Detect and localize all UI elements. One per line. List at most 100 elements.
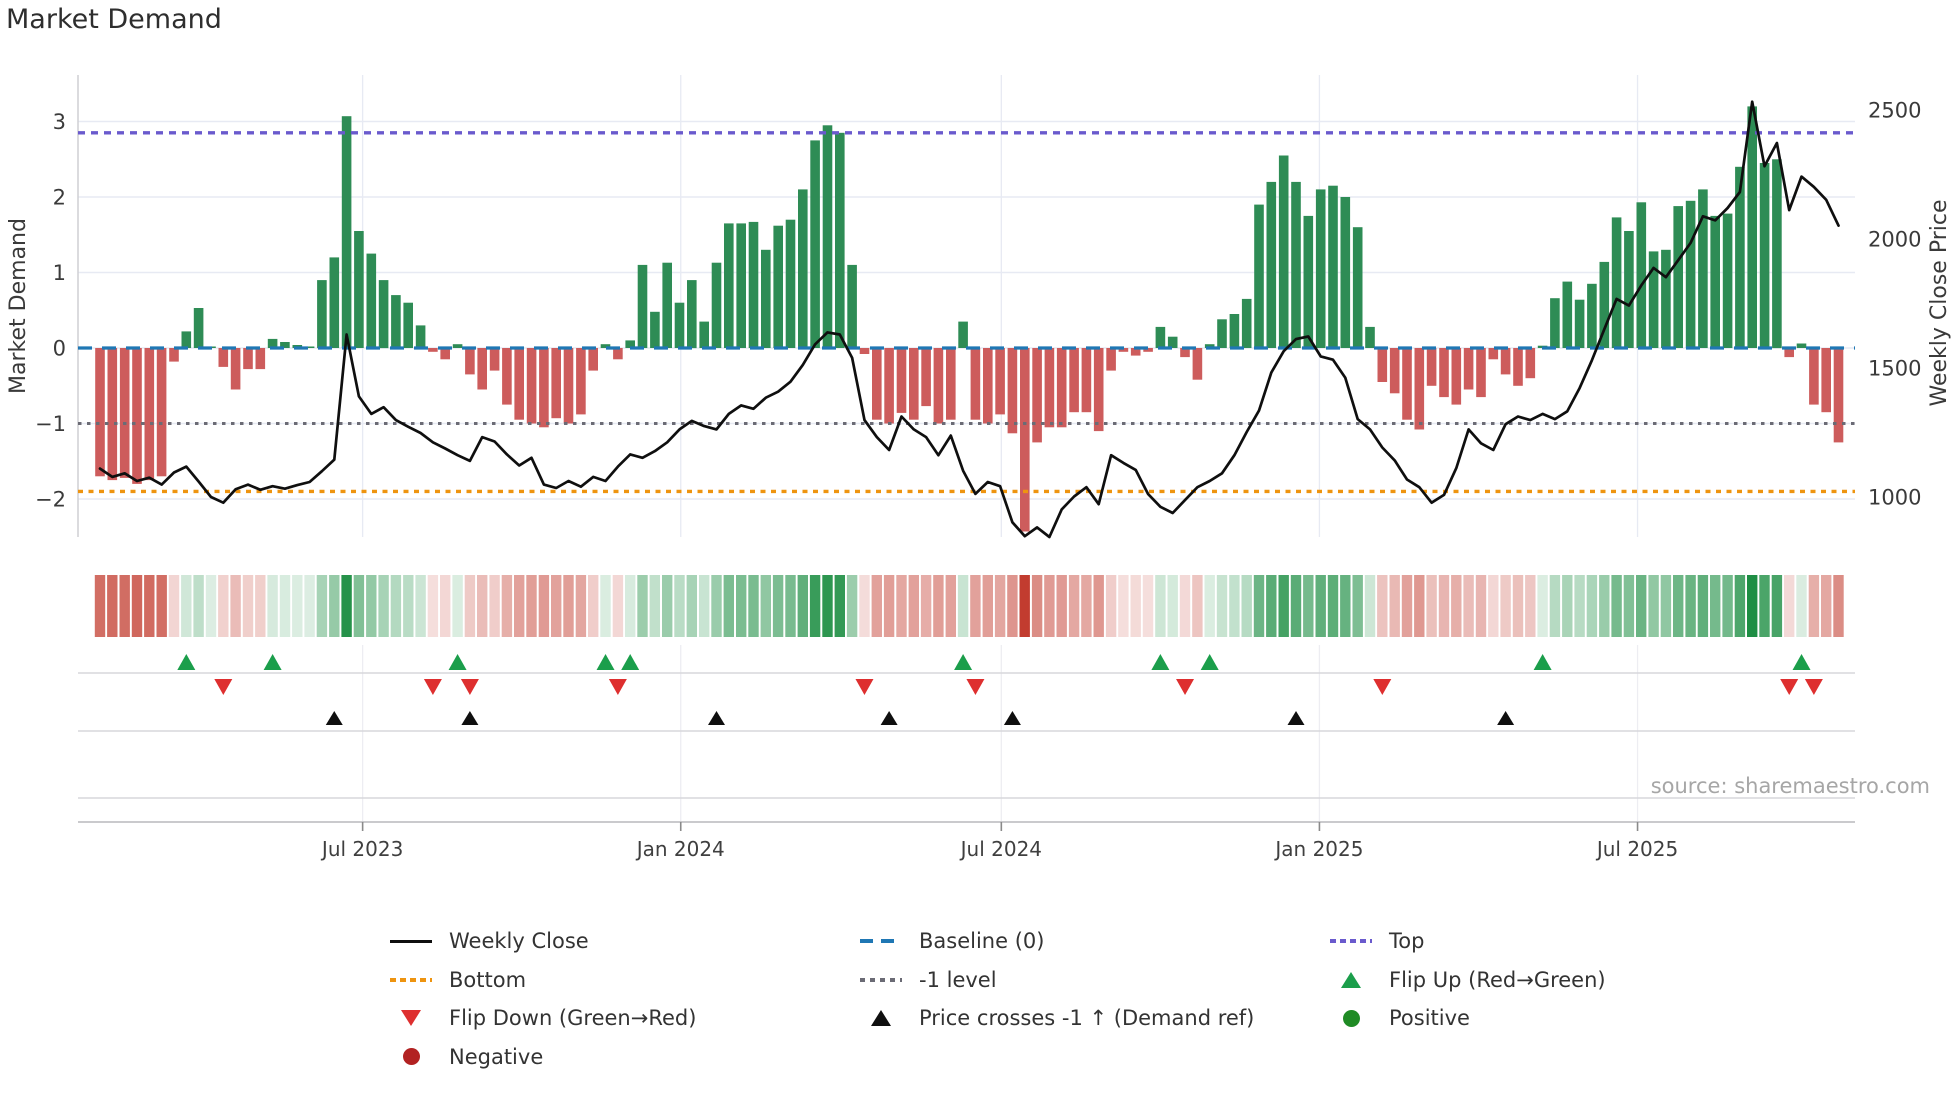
heatmap-cell	[1771, 575, 1783, 637]
heatmap-cell	[625, 575, 636, 637]
heatmap-cell	[896, 575, 907, 637]
legend-swatch-dot-orange	[388, 969, 434, 991]
heatmap-cell	[1155, 575, 1166, 637]
demand-bar-negative	[169, 348, 179, 362]
x-axis-tick-label: Jul 2023	[320, 837, 403, 861]
demand-bar-negative	[896, 348, 907, 413]
demand-bar-negative	[1488, 348, 1499, 360]
demand-bar-positive	[711, 262, 722, 348]
price-cross-markers	[325, 711, 1515, 725]
heatmap-cell	[1019, 575, 1030, 637]
demand-bar-positive	[1636, 202, 1647, 348]
heatmap-cell	[612, 575, 624, 637]
heatmap-cell	[1648, 575, 1659, 637]
heatmap-cell	[970, 575, 981, 637]
demand-bar-positive	[1747, 106, 1757, 349]
heatmap-cell	[1611, 575, 1622, 637]
heatmap-cell	[1747, 575, 1758, 637]
left-axis-tick-label: −2	[35, 488, 66, 512]
demand-bar-positive	[785, 219, 796, 348]
heatmap-cell	[1081, 575, 1092, 637]
legend-swatch-tri-up-black	[858, 1007, 904, 1029]
flip-up-triangle	[1200, 654, 1219, 670]
demand-bar-negative	[132, 348, 142, 484]
legend-label: Negative	[449, 1044, 544, 1069]
heatmap-cell	[1229, 575, 1240, 637]
demand-bar-positive	[822, 125, 833, 348]
price-cross-triangle	[880, 711, 898, 725]
heatmap-cell	[1488, 575, 1499, 637]
flip-down-triangle	[1176, 679, 1195, 695]
heatmap-cell	[1623, 575, 1635, 637]
demand-bar-positive	[1574, 299, 1585, 348]
heatmap-cell	[403, 575, 414, 637]
demand-bar-negative	[502, 348, 512, 405]
price-cross-triangle	[708, 711, 725, 725]
heatmap-cell	[1241, 575, 1252, 637]
heatmap-cell	[1463, 575, 1474, 637]
demand-bar-negative	[1044, 348, 1055, 428]
demand-bar-positive	[748, 221, 759, 348]
demand-bar-positive	[415, 325, 426, 348]
heatmap-cell	[1475, 575, 1487, 637]
demand-bar-positive	[403, 302, 413, 348]
heatmap-cell	[699, 575, 710, 637]
demand-bar-positive	[452, 344, 463, 348]
right-axis-title: Weekly Close Price	[1927, 200, 1952, 407]
demand-bar-positive	[600, 344, 611, 348]
flip-down-triangle	[460, 679, 479, 695]
flip-up-triangle	[263, 654, 282, 670]
heatmap-cell	[1796, 575, 1807, 637]
demand-bar-positive	[1241, 298, 1252, 348]
demand-bar-positive	[736, 223, 746, 348]
heatmap-cell	[378, 575, 389, 637]
demand-bar-positive	[773, 225, 783, 348]
flip-down-triangle	[1373, 679, 1392, 695]
legend-swatch-tri-up-green	[1328, 969, 1374, 991]
demand-bar-negative	[539, 348, 549, 428]
demand-bar-positive	[1587, 283, 1597, 348]
flip-up-triangle	[1533, 654, 1552, 670]
heatmap-cell	[279, 575, 291, 637]
flip-down-triangle	[214, 679, 233, 695]
demand-bar-negative	[243, 348, 253, 370]
demand-bar-positive	[1648, 251, 1659, 348]
demand-bar-negative	[884, 348, 894, 424]
heatmap-cell	[366, 575, 377, 637]
heatmap-cell	[489, 575, 500, 637]
flip-down-triangle	[966, 679, 985, 695]
demand-bar-positive	[1562, 281, 1573, 348]
demand-bar-positive	[304, 346, 315, 348]
demand-bar-negative	[1069, 348, 1079, 413]
heatmap-cell	[131, 575, 143, 637]
demand-bar-negative	[1513, 348, 1523, 386]
demand-bar-negative	[1093, 348, 1104, 432]
heatmap-cell	[772, 575, 784, 637]
heatmap-cell	[1537, 575, 1548, 637]
demand-bar-positive	[1624, 231, 1634, 348]
heatmap-cell	[1105, 575, 1117, 637]
demand-bar-positive	[391, 295, 401, 348]
left-axis-tick-label: 1	[53, 261, 66, 285]
demand-bar-negative	[588, 348, 598, 371]
legend-item-flip-up-red-green: Flip Up (Red→Green)	[1328, 961, 1798, 1000]
heatmap-cell	[1389, 575, 1400, 637]
heatmap-cell	[1821, 575, 1832, 637]
demand-bar-positive	[267, 338, 278, 348]
demand-bar-negative	[872, 348, 882, 420]
heatmap-cell	[945, 575, 956, 637]
demand-bar-negative	[107, 348, 118, 481]
heatmap-cell	[933, 575, 944, 637]
heatmap-cell	[144, 575, 155, 637]
demand-bar-positive	[1722, 213, 1733, 348]
heatmap-cell	[588, 575, 599, 637]
price-cross-triangle	[325, 711, 343, 725]
heatmap-cell	[1118, 575, 1129, 637]
heatmap-cell	[1833, 575, 1844, 637]
heatmap-cell	[1401, 575, 1413, 637]
heatmap-cell	[748, 575, 759, 637]
heatmap-cell	[1549, 575, 1561, 637]
legend-item-flip-down-green-red: Flip Down (Green→Red)	[388, 999, 858, 1038]
heatmap-cell	[193, 575, 204, 637]
legend-label: Bottom	[449, 967, 527, 992]
